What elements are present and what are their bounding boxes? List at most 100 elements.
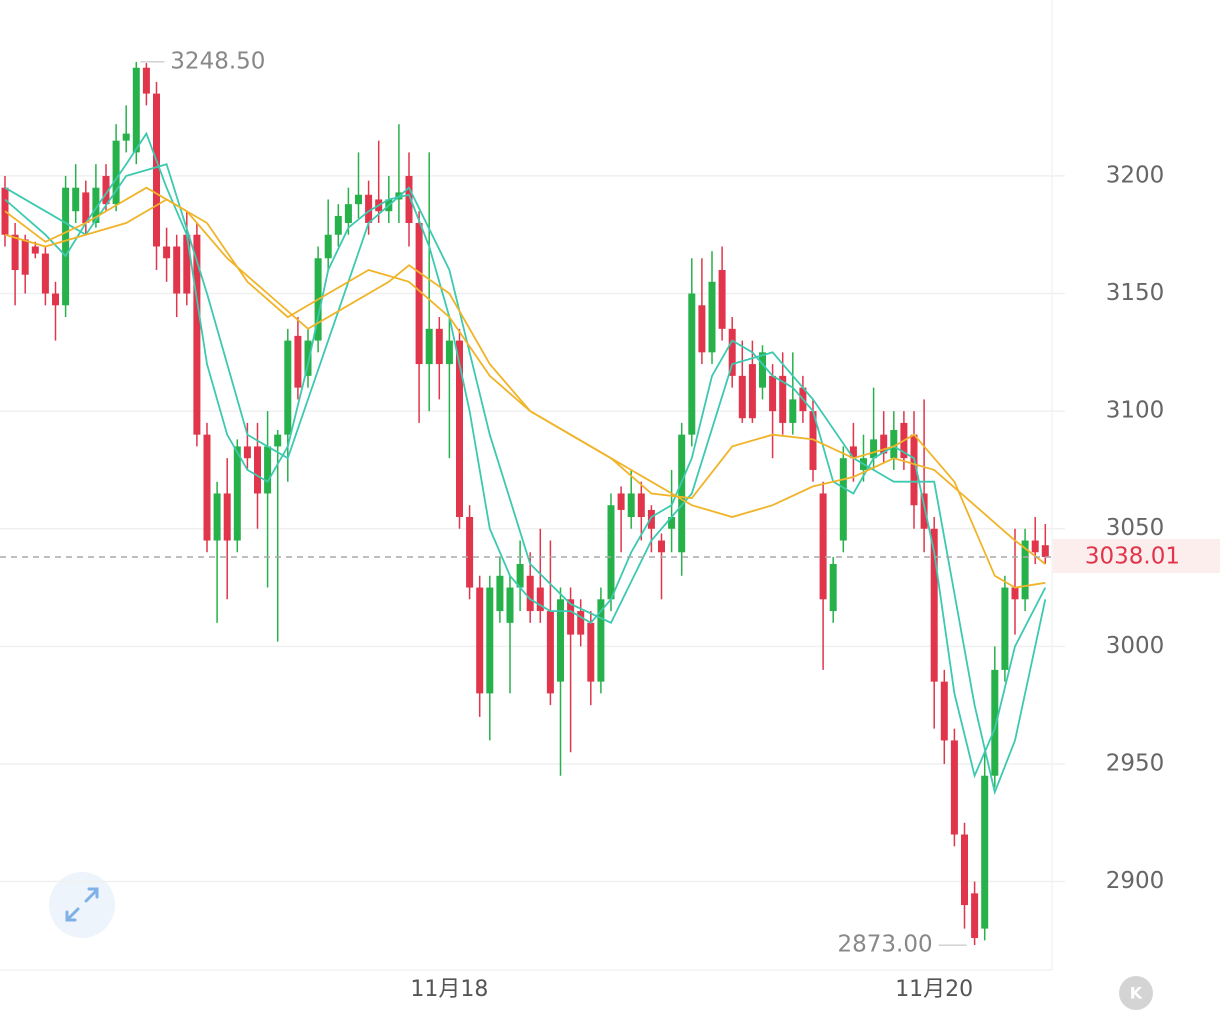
candle-body (445, 340, 453, 365)
candle-body (769, 375, 777, 412)
candle-body (183, 234, 191, 294)
candle-body (516, 564, 524, 588)
candle-body (637, 493, 645, 517)
candle-body (31, 246, 39, 254)
y-tick-label: 2950 (1106, 750, 1165, 776)
candle-body (365, 194, 373, 223)
candle-body (577, 611, 585, 635)
candle-body (233, 446, 241, 541)
candle-body (658, 540, 665, 553)
candle-body (213, 493, 221, 541)
candle-body (132, 67, 140, 153)
candle-body (587, 622, 595, 682)
candle-body (11, 234, 19, 271)
candle-body (1001, 587, 1009, 670)
candle-body (405, 175, 413, 223)
last-price-tag (1053, 538, 1220, 573)
candle-body (435, 328, 443, 365)
candle-body (597, 599, 605, 682)
candle-body (668, 516, 676, 529)
candle-body (981, 775, 989, 929)
candle-body (264, 446, 272, 494)
annotation-label: 2873.00 (837, 932, 932, 958)
candle-body (536, 587, 544, 612)
candle-body (567, 599, 575, 635)
k-button-label: K (1130, 984, 1143, 1003)
candle-body (1041, 545, 1049, 557)
candle-body (728, 328, 736, 376)
moving-average-line (4, 163, 1047, 796)
moving-average-line (4, 131, 1047, 779)
candle-body (203, 434, 211, 541)
candle-body (425, 328, 433, 365)
candle-body (839, 458, 847, 541)
candle-body (880, 434, 888, 454)
candle-body (678, 434, 686, 553)
candle-body (142, 67, 150, 94)
candle-body (52, 293, 59, 306)
candle-body (961, 834, 968, 906)
candle-body (173, 246, 181, 294)
candle-body (62, 187, 70, 306)
moving-average-line (4, 198, 1046, 565)
candle-body (112, 140, 120, 205)
candle-body (1021, 540, 1029, 600)
candle-body (92, 187, 100, 223)
candle-body (617, 493, 625, 510)
candle-body (829, 564, 837, 612)
y-tick-label: 3200 (1106, 162, 1165, 188)
y-tick-label: 3100 (1106, 398, 1165, 424)
candle-body (334, 215, 342, 235)
candle-body (415, 222, 423, 365)
y-tick-label: 2900 (1106, 868, 1165, 894)
last-price-label: 3038.01 (1085, 543, 1180, 569)
candle-body (223, 493, 231, 541)
x-tick-label: 11月18 (410, 977, 488, 1002)
candle-body (243, 446, 251, 459)
candle-body (526, 575, 534, 612)
candle-body (688, 293, 696, 435)
candle-body (809, 411, 817, 470)
candle-body (708, 281, 716, 353)
candle-body (870, 439, 878, 459)
candle-body (496, 575, 504, 612)
candle-body (274, 434, 282, 447)
candle-body (1011, 587, 1019, 600)
candle-body (304, 340, 312, 376)
candle-body (82, 192, 90, 223)
candle-body (456, 340, 463, 517)
x-tick-label: 11月20 (895, 977, 973, 1002)
candle-body (102, 175, 110, 205)
candle-body (254, 446, 261, 494)
candle-body (324, 234, 332, 259)
candle-body (607, 505, 615, 600)
k-button[interactable] (1119, 976, 1153, 1010)
expand-icon (65, 887, 99, 922)
candle-body (557, 599, 564, 682)
candle-body (284, 340, 292, 435)
candle-body (546, 611, 554, 694)
candle-body (1031, 540, 1039, 553)
candle-body (930, 528, 938, 682)
candle-body (718, 270, 726, 329)
candle-body (849, 446, 857, 459)
candle-body (344, 204, 352, 223)
candle-body (193, 234, 201, 435)
candle-body (647, 509, 655, 529)
candle-body (991, 669, 999, 776)
candle-body (41, 253, 49, 294)
candle-body (698, 305, 706, 353)
candle-body (738, 375, 746, 419)
candle-body (890, 429, 898, 459)
candle-body (627, 493, 635, 517)
candle-body (355, 194, 362, 205)
candle-body (21, 239, 29, 275)
candle-body (779, 375, 787, 423)
candle-body (153, 93, 160, 247)
candle-body (163, 246, 171, 259)
y-tick-label: 3050 (1106, 515, 1165, 541)
candle-body (759, 352, 766, 388)
candle-body (950, 740, 958, 835)
